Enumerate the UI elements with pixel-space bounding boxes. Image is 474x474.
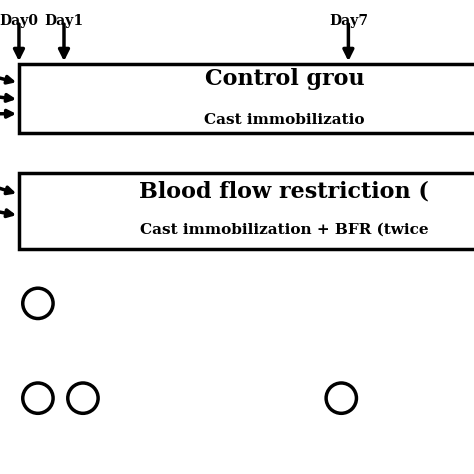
Circle shape [326,383,356,413]
Text: Day0: Day0 [0,14,38,28]
Text: Blood flow restriction (: Blood flow restriction ( [139,181,429,203]
Text: Day7: Day7 [329,14,368,28]
Bar [19,64,474,133]
Text: Cast immobilization + BFR (twice: Cast immobilization + BFR (twice [140,223,428,237]
Bar [19,173,474,249]
Text: Control grou: Control grou [205,68,364,91]
Text: Cast immobilizatio: Cast immobilizatio [204,113,365,127]
Circle shape [68,383,98,413]
Circle shape [23,383,53,413]
Text: Day1: Day1 [45,14,83,28]
Circle shape [23,288,53,319]
